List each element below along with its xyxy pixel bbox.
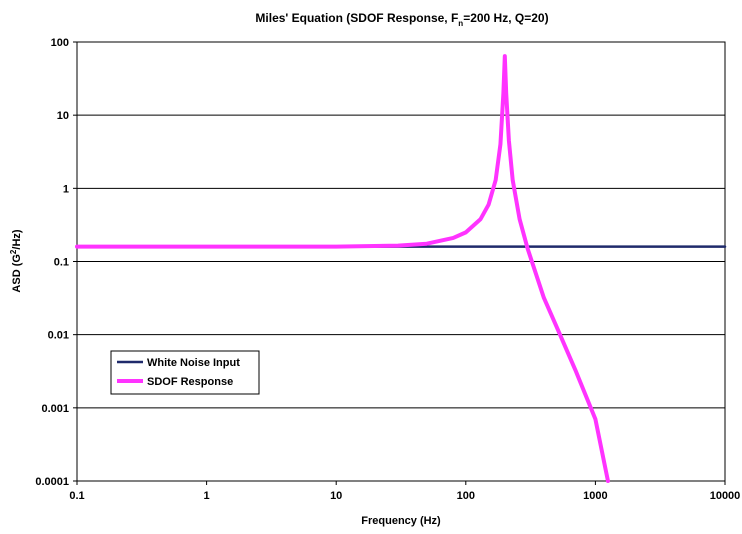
y-axis-title-post: /Hz) — [11, 229, 23, 250]
chart-title-rest: =200 Hz, Q=20) — [463, 11, 548, 25]
y-tick-label: 0.01 — [48, 330, 69, 342]
x-tick-label: 10000 — [710, 490, 741, 502]
x-tick-label: 100 — [457, 490, 475, 502]
series-line-sdof-response — [75, 54, 610, 483]
y-tick-label: 0.001 — [41, 403, 69, 415]
legend-label-sdof: SDOF Response — [147, 376, 233, 388]
chart-title: Miles' Equation (SDOF Response, Fn=200 H… — [255, 11, 548, 28]
y-axis-title-sup: 2 — [9, 249, 18, 254]
x-tick-label: 1 — [204, 490, 210, 502]
series-layer — [75, 54, 727, 483]
legend-box — [110, 350, 260, 395]
y-axis-title-pre: ASD (G — [11, 254, 23, 293]
x-axis-title: Frequency (Hz) — [361, 515, 441, 527]
x-tick-label: 0.1 — [69, 490, 84, 502]
grid-layer — [77, 114, 725, 409]
y-tick-label: 1 — [63, 183, 69, 195]
y-tick-label: 0.1 — [54, 257, 69, 269]
chart-title-subscript: n — [458, 19, 463, 28]
chart-title-main: Miles' Equation (SDOF Response, F — [255, 11, 458, 25]
x-tick-label: 1000 — [583, 490, 607, 502]
y-tick-label: 10 — [57, 110, 69, 122]
legend-label-white-noise: White Noise Input — [147, 357, 240, 369]
x-tick-label: 10 — [330, 490, 342, 502]
y-tick-label: 100 — [51, 37, 69, 49]
y-tick-label: 0.0001 — [35, 476, 69, 488]
legend: White Noise Input SDOF Response — [110, 350, 260, 395]
y-axis-title: ASD (G2/Hz) — [9, 229, 23, 292]
